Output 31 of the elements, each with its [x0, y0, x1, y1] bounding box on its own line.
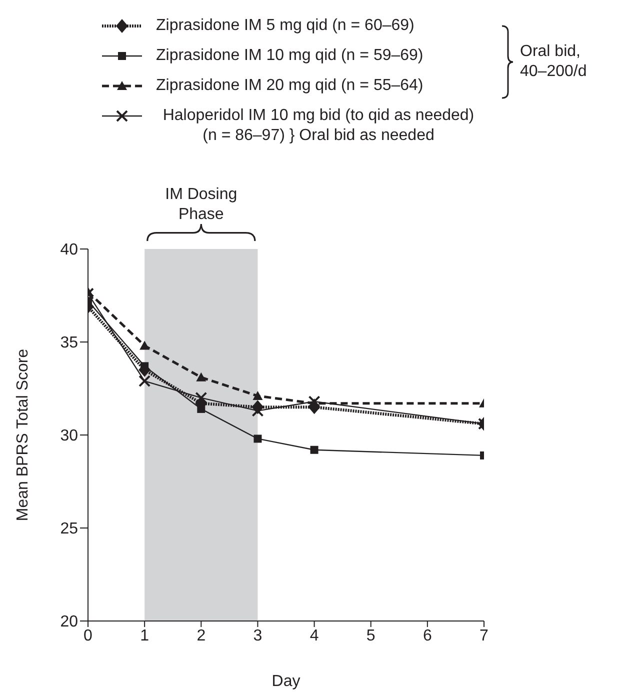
- x-tick-label: 5: [366, 627, 376, 644]
- y-tick-label: 20: [60, 614, 78, 631]
- x-tick-label: 0: [84, 627, 93, 644]
- legend-label: Ziprasidone IM 10 mg qid (n = 59–69): [156, 46, 424, 66]
- text: } Oral bid as needed: [289, 127, 434, 144]
- x-tick-label: 2: [196, 627, 206, 644]
- point: [252, 404, 264, 417]
- x-tick-label: 3: [253, 627, 262, 644]
- x-tick-label: 4: [310, 627, 319, 644]
- legend-label: Ziprasidone IM 20 mg qid (n = 55–64): [156, 76, 424, 96]
- legend-label: Ziprasidone IM 5 mg qid (n = 60–69): [156, 16, 414, 36]
- band-label: IM Dosing Phase: [165, 186, 238, 223]
- point: [308, 396, 320, 408]
- x-tick-label: 7: [480, 627, 489, 644]
- y-tick-label: 40: [60, 242, 78, 259]
- point: [196, 372, 206, 382]
- y-tick-label: 35: [60, 334, 78, 352]
- y-axis-title: Mean BPRS Total Score: [14, 348, 32, 522]
- point: [138, 375, 151, 388]
- point: [140, 340, 150, 350]
- y-tick-label: 30: [60, 428, 78, 445]
- point: [310, 446, 318, 454]
- point: [252, 390, 263, 400]
- x-tick-label: 1: [140, 627, 150, 644]
- point: [254, 434, 262, 443]
- x-axis-title: Day: [272, 673, 300, 690]
- point: [195, 392, 208, 404]
- text: Oral bid, 40–200/d: [520, 42, 588, 82]
- y-tick-label: 25: [60, 520, 78, 538]
- point: [197, 404, 206, 413]
- x-tick-label: 6: [422, 627, 432, 644]
